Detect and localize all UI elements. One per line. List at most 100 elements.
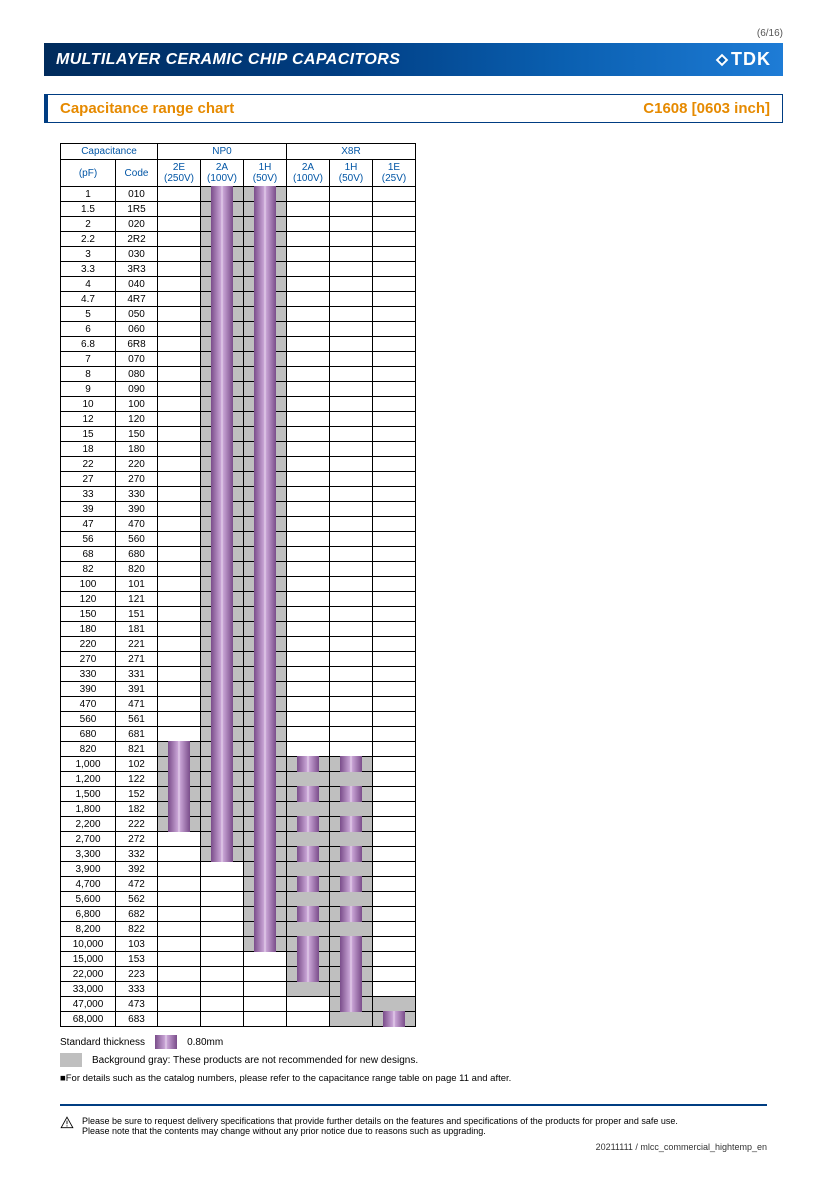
cell-pF: 39: [61, 502, 116, 517]
cell-range: [373, 277, 416, 292]
cell-range: [158, 742, 201, 757]
cell-range: [287, 202, 330, 217]
cell-range: [373, 187, 416, 202]
cell-range: [373, 247, 416, 262]
cell-range: [158, 367, 201, 382]
cell-range: [330, 637, 373, 652]
cell-range: [287, 607, 330, 622]
cell-range: [287, 472, 330, 487]
cell-range: [158, 622, 201, 637]
cell-range: [287, 787, 330, 802]
cell-range: [373, 292, 416, 307]
cell-range: [287, 292, 330, 307]
cell-range: [287, 277, 330, 292]
cell-range: [330, 667, 373, 682]
cell-range: [158, 937, 201, 952]
cell-code: 821: [116, 742, 158, 757]
cell-range: [244, 397, 287, 412]
cell-range: [373, 502, 416, 517]
cell-range: [330, 757, 373, 772]
cell-range: [330, 922, 373, 937]
cell-range: [373, 442, 416, 457]
cell-range: [330, 742, 373, 757]
cell-range: [158, 457, 201, 472]
cell-range: [330, 277, 373, 292]
cell-pF: 1,200: [61, 772, 116, 787]
legend-thickness-value: 0.80mm: [187, 1037, 223, 1048]
cell-range: [158, 637, 201, 652]
cell-range: [158, 487, 201, 502]
cell-range: [158, 322, 201, 337]
table-row: 220221: [61, 637, 416, 652]
cell-range: [244, 292, 287, 307]
cell-range: [244, 667, 287, 682]
cell-range: [373, 757, 416, 772]
cell-pF: 220: [61, 637, 116, 652]
cell-range: [287, 412, 330, 427]
cell-pF: 6,800: [61, 907, 116, 922]
cell-range: [330, 967, 373, 982]
cell-range: [373, 877, 416, 892]
cell-code: 050: [116, 307, 158, 322]
cell-range: [287, 217, 330, 232]
cell-range: [373, 337, 416, 352]
cell-code: 272: [116, 832, 158, 847]
cell-range: [330, 397, 373, 412]
cell-pF: 8: [61, 367, 116, 382]
cell-pF: 15: [61, 427, 116, 442]
cell-pF: 1: [61, 187, 116, 202]
cell-pF: 390: [61, 682, 116, 697]
cell-pF: 180: [61, 622, 116, 637]
cell-range: [330, 442, 373, 457]
table-row: 330331: [61, 667, 416, 682]
cell-range: [201, 1012, 244, 1027]
cell-range: [330, 862, 373, 877]
cell-range: [373, 712, 416, 727]
hdr-code: Code: [116, 160, 158, 187]
hdr-volt: 1H(50V): [244, 160, 287, 187]
cell-pF: 1.5: [61, 202, 116, 217]
cell-range: [158, 847, 201, 862]
cell-range: [201, 592, 244, 607]
cell-range: [287, 667, 330, 682]
cell-code: 561: [116, 712, 158, 727]
cell-range: [201, 247, 244, 262]
cell-code: 122: [116, 772, 158, 787]
cell-range: [287, 532, 330, 547]
table-row: 33330: [61, 487, 416, 502]
cell-range: [201, 682, 244, 697]
cell-range: [330, 517, 373, 532]
cell-range: [330, 727, 373, 742]
cell-range: [330, 982, 373, 997]
cell-range: [330, 502, 373, 517]
cell-range: [201, 907, 244, 922]
caution-line2: Please note that the contents may change…: [82, 1126, 678, 1136]
cell-range: [287, 382, 330, 397]
cell-range: [330, 187, 373, 202]
cell-range: [158, 562, 201, 577]
cell-range: [287, 952, 330, 967]
cell-range: [158, 697, 201, 712]
table-row: 100101: [61, 577, 416, 592]
cell-code: 332: [116, 847, 158, 862]
table-row: 1.51R5: [61, 202, 416, 217]
cell-range: [201, 337, 244, 352]
cell-range: [287, 442, 330, 457]
cell-range: [244, 907, 287, 922]
cell-range: [373, 472, 416, 487]
cell-range: [373, 892, 416, 907]
cell-range: [158, 592, 201, 607]
cell-range: [244, 577, 287, 592]
cell-range: [244, 727, 287, 742]
cell-range: [244, 787, 287, 802]
table-row: 270271: [61, 652, 416, 667]
cell-range: [330, 307, 373, 322]
cell-range: [244, 712, 287, 727]
cell-range: [201, 202, 244, 217]
table-row: 390391: [61, 682, 416, 697]
cell-range: [287, 997, 330, 1012]
table-row: 2020: [61, 217, 416, 232]
cell-range: [330, 487, 373, 502]
cell-range: [158, 922, 201, 937]
cell-range: [244, 502, 287, 517]
